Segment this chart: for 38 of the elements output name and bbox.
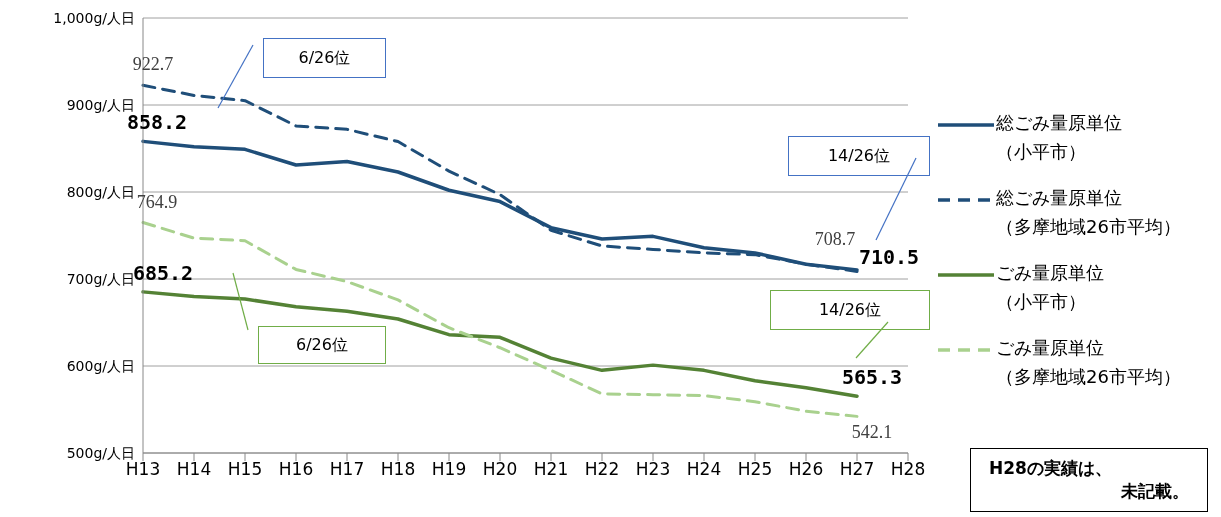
- annotation: 14/26位: [818, 299, 882, 321]
- legend-label: ごみ量原単位（多摩地域26市平均）: [996, 336, 1181, 389]
- x-tick-label: H27: [839, 459, 875, 480]
- x-tick-label: H25: [737, 459, 773, 480]
- x-tick-label: H15: [227, 459, 263, 480]
- x-tick-label: H22: [584, 459, 620, 480]
- data-label: 922.7: [132, 54, 174, 75]
- x-tick-label: H16: [278, 459, 314, 480]
- data-label: 710.5: [858, 244, 920, 269]
- annotation: 14/26位: [827, 145, 891, 167]
- y-tick-label: 800g/人日: [66, 183, 135, 200]
- x-tick-label: H26: [788, 459, 824, 480]
- x-tick-label: H19: [431, 459, 467, 480]
- y-tick-label: 700g/人日: [66, 270, 135, 287]
- x-tick-label: H18: [380, 459, 416, 480]
- data-label: 565.3: [841, 365, 903, 390]
- y-tick-label: 600g/人日: [66, 357, 135, 374]
- data-label: 764.9: [136, 191, 178, 212]
- y-tick-label: 1,000g/人日: [53, 9, 135, 26]
- x-tick-label: H21: [533, 459, 569, 480]
- annotation: 6/26位: [298, 47, 351, 69]
- data-label: 685.2: [132, 260, 194, 285]
- annotation: 6/26位: [296, 334, 348, 356]
- y-tick-label: 500g/人日: [66, 444, 135, 461]
- legend-label: 総ごみ量原単位（小平市）: [996, 111, 1122, 164]
- data-label: 708.7: [814, 229, 856, 250]
- y-tick-label: 900g/人日: [66, 96, 135, 113]
- legend-label: 総ごみ量原単位（多摩地域26市平均）: [996, 186, 1181, 239]
- x-tick-label: H20: [482, 459, 518, 480]
- text: H28の実績は、未記載。: [989, 457, 1189, 503]
- x-tick-label: H23: [635, 459, 671, 480]
- x-tick-label: H13: [125, 459, 161, 480]
- x-tick-label: H17: [329, 459, 365, 480]
- x-tick-label: H24: [686, 459, 722, 480]
- legend-label: ごみ量原単位（小平市）: [996, 261, 1104, 314]
- x-tick-label: H14: [176, 459, 212, 480]
- data-label: 542.1: [851, 422, 893, 443]
- x-tick-label: H28: [890, 459, 926, 480]
